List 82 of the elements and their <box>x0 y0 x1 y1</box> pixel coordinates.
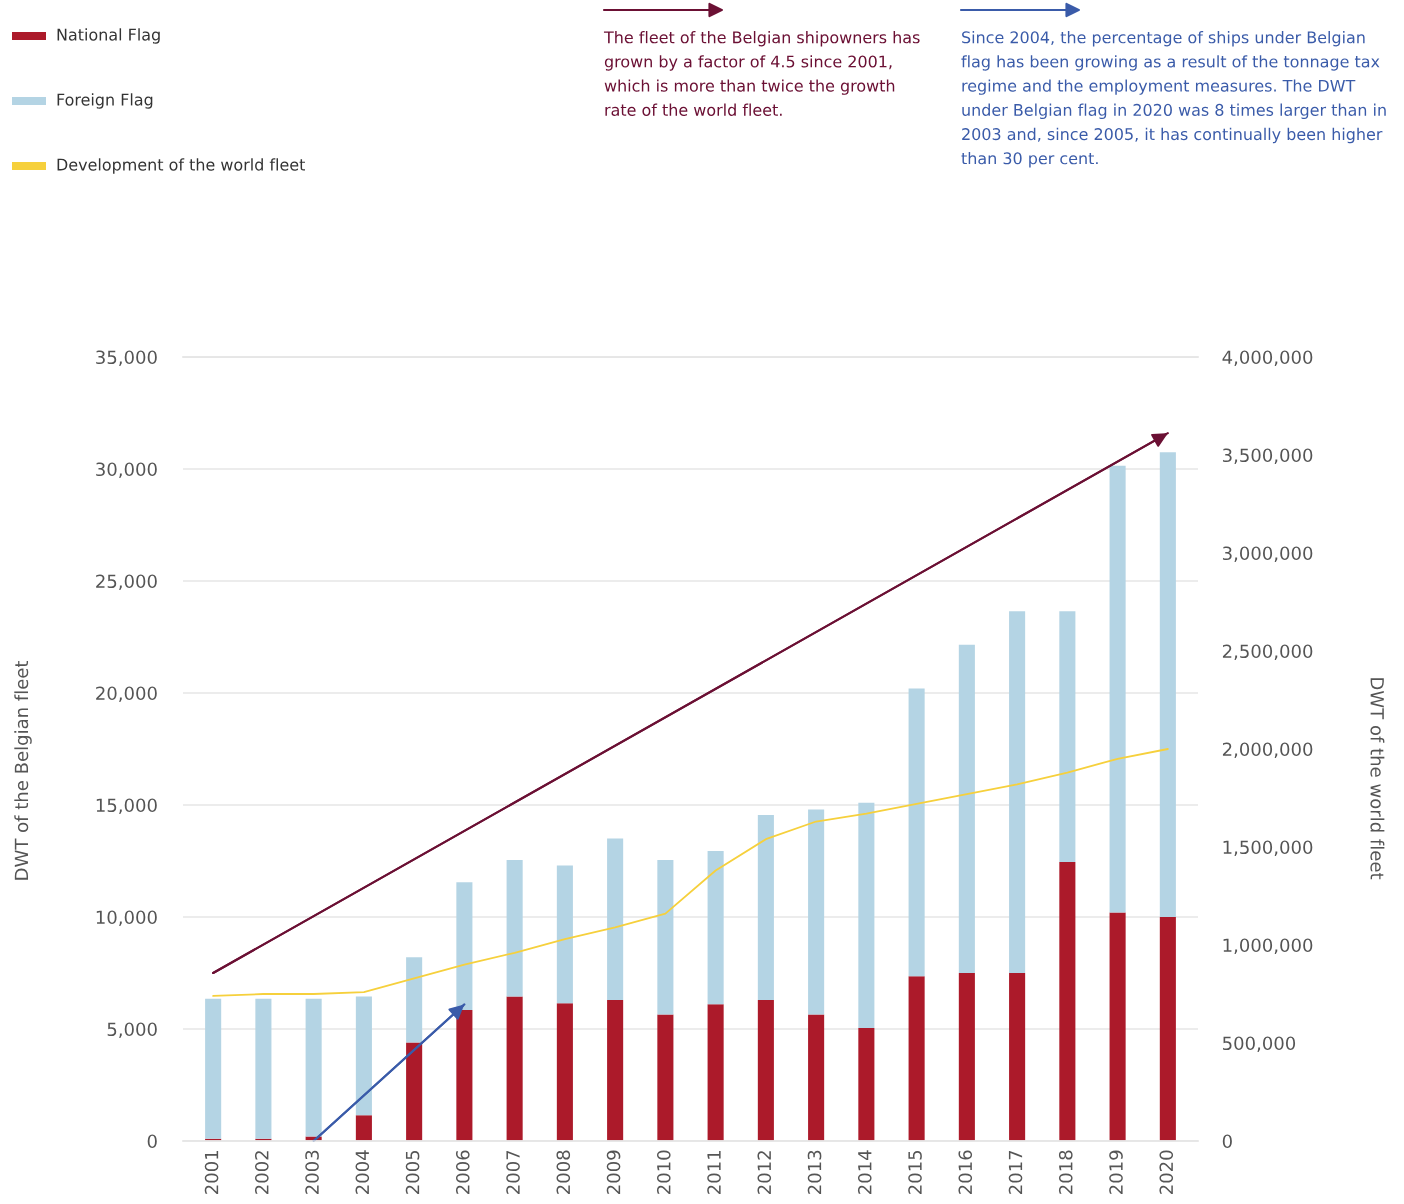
bar <box>808 1014 825 1141</box>
x-tick-label: 2011 <box>707 1151 721 1194</box>
bar <box>456 1009 473 1141</box>
x-tick-label: 2005 <box>405 1150 420 1194</box>
x-tick-label: 2016 <box>958 1150 973 1194</box>
bar <box>707 850 724 1005</box>
x-tick-label: 2012 <box>757 1151 772 1194</box>
bar <box>1159 452 1176 917</box>
line-series <box>212 748 1169 997</box>
text: Since 2004, the percentage of ships under Belgian flag has been growing as a result of the tonnage tax regime and the employment measures. The DWT under Belgian flag in 2020 was 8 times larger than in 2003 and, since 2005, it has continually been higher than 30 per cent. <box>961 31 1386 168</box>
bar <box>657 859 674 1015</box>
bar <box>506 859 523 997</box>
y-tick-label: 30,000 <box>96 462 157 478</box>
bar <box>556 1003 573 1141</box>
bar <box>355 996 372 1116</box>
y2-tick-label: 2,000,000 <box>1222 742 1313 758</box>
x-tick-label: 2009 <box>606 1150 621 1194</box>
y2-tick-label: 2,500,000 <box>1222 644 1313 660</box>
bar <box>506 996 523 1141</box>
bar <box>707 1004 724 1141</box>
x-tick-label: 2008 <box>556 1150 571 1194</box>
y-tick-label: 15,000 <box>96 798 157 814</box>
bar <box>255 998 272 1139</box>
bar <box>1109 465 1126 913</box>
y-tick-label: 0 <box>147 1134 157 1149</box>
y2-tick-label: 1,500,000 <box>1223 840 1313 856</box>
bar <box>808 809 825 1015</box>
y-tick-label: 35,000 <box>96 350 157 366</box>
bar <box>908 976 925 1141</box>
x-tick-label: 2004 <box>355 1150 370 1194</box>
text: The fleet of the Belgian shipowners has grown by a factor of 4.5 since 2001, which is more than twice the growth rate of the world fleet. <box>603 31 920 116</box>
x-tick-label: 2010 <box>656 1150 671 1194</box>
x-tick-label: 2001 <box>204 1151 219 1194</box>
x-tick-label: 2019 <box>1109 1150 1123 1194</box>
legend-label: Foreign Flag <box>57 93 153 109</box>
bar <box>1009 973 1026 1141</box>
y-tick-label: 20,000 <box>96 686 157 702</box>
bar <box>607 999 624 1141</box>
bar <box>456 882 473 1010</box>
bar <box>657 1014 674 1141</box>
bar <box>607 838 624 1000</box>
x-tick-label: 2014 <box>857 1150 872 1194</box>
y2-tick-label: 0 <box>1222 1134 1232 1149</box>
y2-axis-title: DWT of the world fleet <box>1370 678 1385 880</box>
bar <box>1059 611 1076 863</box>
bar <box>1109 912 1126 1141</box>
x-tick-label: 2013 <box>807 1150 822 1194</box>
x-tick-label: 2015 <box>908 1150 922 1194</box>
bar <box>205 998 222 1139</box>
y-tick-label: 10,000 <box>96 910 157 926</box>
y2-tick-label: 1,000,000 <box>1223 938 1313 954</box>
x-tick-label: 2017 <box>1008 1150 1023 1194</box>
x-tick-label: 2018 <box>1058 1150 1073 1194</box>
x-tick-label: 2006 <box>455 1150 470 1194</box>
x-tick-label: 2003 <box>305 1150 319 1194</box>
y2-tick-label: 3,000,000 <box>1222 546 1313 562</box>
bar <box>1009 611 1026 973</box>
x-tick-label: 2020 <box>1159 1150 1174 1194</box>
x-tick-label: 2002 <box>254 1151 269 1194</box>
bar <box>556 865 573 1004</box>
bar <box>908 688 925 977</box>
y2-tick-label: 500,000 <box>1223 1036 1296 1052</box>
bar <box>958 973 975 1141</box>
y-axis-title: DWT of the Belgian fleet <box>14 660 32 880</box>
y-tick-label: 5,000 <box>107 1022 157 1038</box>
y2-tick-label: 3,500,000 <box>1222 448 1313 464</box>
legend-label: Development of the world fleet <box>57 158 306 174</box>
bar <box>1059 862 1076 1141</box>
bar <box>305 998 322 1137</box>
x-tick-label: 2007 <box>506 1150 520 1194</box>
bar <box>858 1027 875 1141</box>
bar <box>757 815 774 1000</box>
bar <box>1159 917 1176 1141</box>
bar <box>406 957 423 1043</box>
y2-tick-label: 4,000,000 <box>1222 350 1313 366</box>
bar <box>858 802 875 1028</box>
bar <box>355 1115 372 1141</box>
bar <box>958 644 975 973</box>
legend-label: National Flag <box>57 28 160 44</box>
bar <box>757 999 774 1141</box>
y-tick-label: 25,000 <box>96 574 157 590</box>
bar <box>406 1042 423 1141</box>
